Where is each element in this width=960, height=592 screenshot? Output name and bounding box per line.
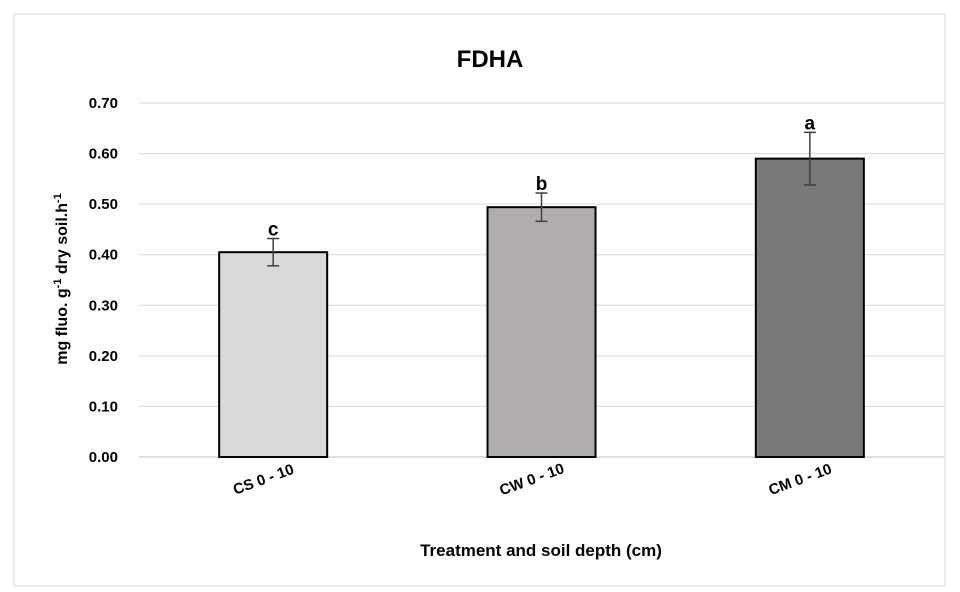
y-axis-label-sup1: -1	[52, 279, 64, 289]
significance-letter: c	[268, 220, 279, 241]
bar	[218, 251, 329, 458]
y-axis-label-part1: mg fluo. g	[54, 288, 71, 364]
chart-title: FDHA	[457, 46, 524, 73]
bar	[754, 157, 865, 458]
y-axis-label: mg fluo. g-1 dry soil.h-1	[52, 193, 71, 365]
y-tick-label: 0.00	[89, 449, 118, 466]
y-tick-label: 0.60	[89, 146, 118, 163]
bar	[486, 206, 597, 458]
y-tick-label: 0.30	[89, 297, 118, 314]
y-tick-label: 0.40	[89, 247, 118, 264]
y-axis-ticks: 0.00 0.10 0.20 0.30 0.40 0.50 0.60 0.70	[89, 95, 118, 466]
y-axis-label-part2: dry soil.h	[54, 203, 71, 279]
significance-letter: a	[805, 113, 816, 134]
y-axis-label-sup2: -1	[52, 193, 64, 203]
y-tick-label: 0.50	[89, 196, 118, 213]
y-tick-label: 0.70	[89, 95, 118, 112]
bars: c b a	[218, 113, 865, 458]
significance-letter: b	[536, 174, 548, 195]
y-tick-label: 0.20	[89, 348, 118, 365]
y-tick-label: 0.10	[89, 398, 118, 415]
x-axis-label: Treatment and soil depth (cm)	[420, 541, 662, 560]
